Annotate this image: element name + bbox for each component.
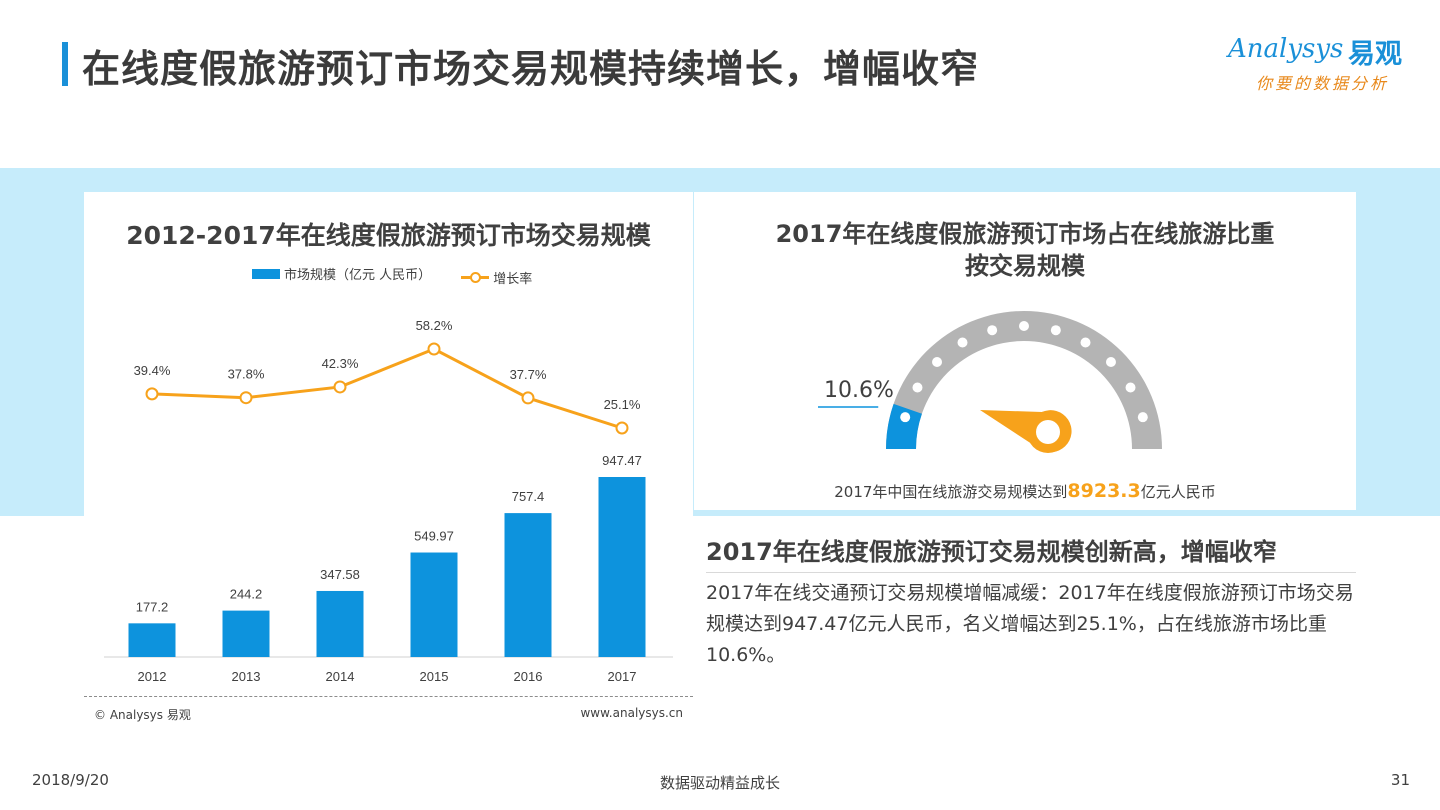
share-gauge [818,311,1162,453]
gauge-value-label: 10.6% [824,378,894,403]
chart-title: 2012-2017年在线度假旅游预订市场交易规模 [126,221,651,250]
gauge-title: 2017年在线度假旅游预订市场占在线旅游比重 按交易规模 [694,218,1356,282]
bar-2014 [316,590,364,657]
gauge-hub-center [1036,420,1060,444]
growth-rate-label: 37.8% [228,367,265,382]
growth-rate-point [239,391,253,405]
growth-rate-point [427,342,441,356]
legend-item-growth-rate: 增长率 [461,268,532,287]
x-tick-label: 2016 [514,669,543,684]
logo-text-en: Analysys [1228,34,1344,64]
growth-rate-label: 42.3% [322,356,359,371]
bar-2015 [410,552,458,657]
logo-text-cn: 易观 [1348,39,1402,70]
growth-rate-point [333,380,347,394]
growth-rate-point [521,391,535,405]
bar-2013 [222,610,270,657]
bar-2017 [598,477,646,657]
gauge-track [886,311,1162,449]
growth-rate-label: 37.7% [510,367,547,382]
logo-tagline: 你要的数据分析 [1256,74,1390,93]
x-tick-label: 2014 [326,669,355,684]
x-tick-label: 2012 [138,669,167,684]
legend-label-market-size: 市场规模（亿元 人民币） [284,268,432,283]
gauge-tick-dot [1125,382,1136,393]
bar-value-label: 549.97 [414,529,454,544]
gauge-tick-dot [1080,337,1091,348]
bar-value-label: 347.58 [320,567,360,582]
chart-copyright: © Analysys 易观 [94,708,191,722]
growth-rate-point [615,421,629,435]
growth-rate-label: 58.2% [416,318,453,333]
gauge-tick-dot [912,382,923,393]
gauge-share-segment [886,403,922,449]
gauge-tick-dot [932,357,943,368]
summary-body: 2017年在线交通预订交易规模增幅减缓：2017年在线度假旅游预订市场交易规模达… [706,582,1354,666]
page-title: 在线度假旅游预订市场交易规模持续增长，增幅收窄 [82,47,980,91]
bar-value-label: 244.2 [230,587,263,602]
gauge-note-suffix: 亿元人民币 [1140,483,1216,501]
gauge-tick-dot [1019,321,1029,331]
legend-item-market-size: 市场规模（亿元 人民币） [252,264,431,283]
page-number: 31 [1390,771,1410,789]
gauge-tick-dot [900,412,911,423]
bar-value-label: 757.4 [512,489,545,504]
x-tick-label: 2017 [608,669,637,684]
gauge-tick-dot [1050,325,1061,336]
gauge-note-value: 8923.3 [1067,480,1141,502]
share-gauge-card: 2017年在线度假旅游预订市场占在线旅游比重 按交易规模 10.6% 2017年… [694,192,1356,510]
footer-date: 2018/9/20 [32,771,109,789]
summary-divider [706,572,1356,573]
gauge-tick-dot [987,325,998,336]
bar-value-label: 947.47 [602,453,642,468]
growth-rate-line [151,347,623,430]
footer-slogan: 数据驱动精益成长 [659,774,780,792]
chart-source-website: www.analysys.cn [580,706,683,720]
x-tick-label: 2013 [232,669,261,684]
bar-value-label: 177.2 [136,599,169,614]
gauge-tick-dot [1105,357,1116,368]
gauge-tick-dot [957,337,968,348]
bar-2012 [128,623,176,657]
legend-label-growth-rate: 增长率 [493,271,533,287]
gauge-note: 2017年中国在线旅游交易规模达到8923.3亿元人民币 [694,480,1356,502]
chart-footer-divider [84,696,693,697]
growth-rate-point [145,387,159,401]
x-tick-label: 2015 [420,669,449,684]
analysys-logo: Analysys 易观 你要的数据分析 [1228,34,1408,94]
legend-line-swatch [461,271,490,283]
market-size-chart-card: 2012-2017年在线度假旅游预订市场交易规模 市场规模（亿元 人民币） 增长… [84,192,693,727]
summary-heading: 2017年在线度假旅游预订交易规模创新高，增幅收窄 [706,538,1277,566]
growth-rate-label: 25.1% [604,397,641,412]
gauge-tick-dot [1137,412,1148,423]
bar-2016 [504,513,552,657]
title-accent-bar [62,42,68,86]
gauge-note-prefix: 2017年中国在线旅游交易规模达到 [834,483,1068,501]
legend-bar-swatch [252,268,280,279]
chart-legend: 市场规模（亿元 人民币） 增长率 [252,264,558,287]
growth-rate-label: 39.4% [134,363,171,378]
gauge-title-line1: 2017年在线度假旅游预订市场占在线旅游比重 [775,220,1275,248]
gauge-title-line2: 按交易规模 [965,252,1085,280]
market-size-combo-chart: 177.2 2012 244.2 2013 347.58 2014 549.97 2015 75… [104,318,673,684]
